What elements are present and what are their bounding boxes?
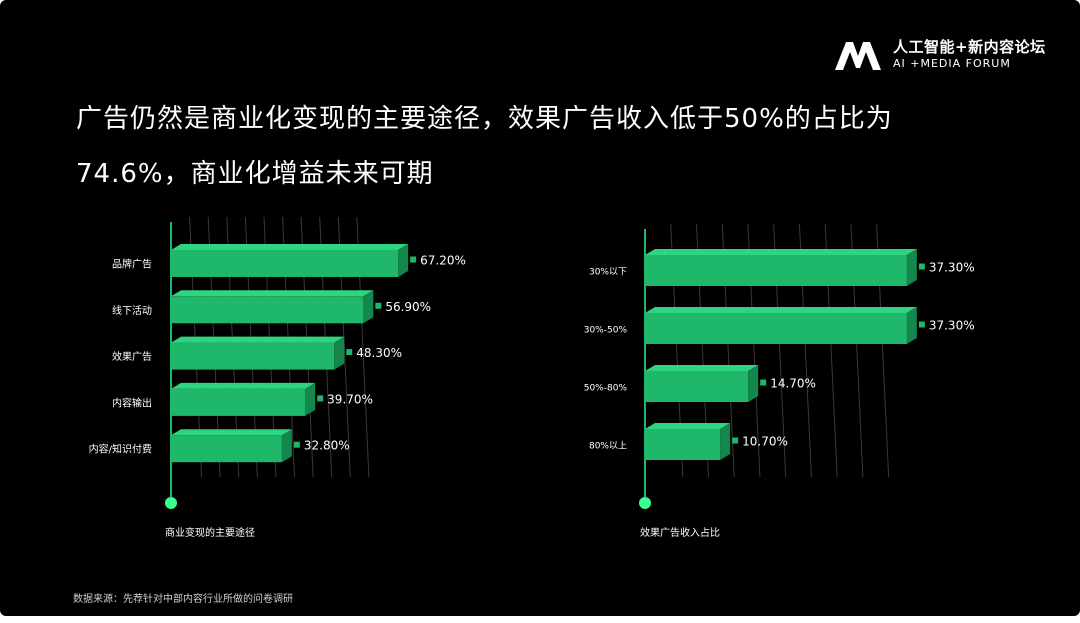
chart-2-bar-4: [645, 429, 721, 460]
chart-1-value-marker-2: [375, 302, 382, 309]
chart-1-bar-4: [171, 388, 306, 416]
chart-2-value-label-2: 37.30%: [929, 319, 975, 333]
chart-1-value-label-1: 67.20%: [420, 254, 466, 268]
chart-1-value-label-2: 56.90%: [385, 300, 431, 314]
chart-2-bar-side-2: [906, 307, 917, 344]
chart-1-bar-side-5: [281, 429, 292, 463]
chart-2-value-label-4: 10.70%: [742, 435, 788, 449]
chart-1-bar-side-1: [398, 244, 409, 277]
chart-2-category-label-1: 30%以下: [589, 268, 627, 278]
chart-2-category-label-3: 50%-80%: [584, 384, 628, 394]
chart-2-category-label-4: 80%以上: [589, 441, 627, 452]
chart-2-value-marker-3: [760, 379, 767, 386]
ma-logo-icon: [835, 42, 881, 70]
chart-2-value-marker-2: [918, 321, 925, 328]
chart-1-value-label-3: 48.30%: [356, 346, 402, 360]
data-source-note: 数据来源：先荐针对中部内容行业所做的问卷调研: [73, 594, 293, 605]
chart-1-value-marker-5: [293, 441, 300, 448]
chart-2-bar-1: [645, 255, 907, 286]
chart-1-axis-dot: [165, 497, 177, 509]
chart-2-value-label-3: 14.70%: [770, 377, 816, 391]
chart-1-bar-top-3: [171, 336, 345, 343]
chart-2-axis-dot: [639, 497, 651, 509]
chart-1-bar-side-4: [305, 382, 316, 416]
chart-1-value-label-5: 32.80%: [304, 439, 350, 453]
chart-1-bar-top-4: [171, 382, 316, 389]
chart-1-bar-2: [171, 296, 364, 324]
chart-1-category-label-1: 品牌广告: [112, 258, 152, 271]
chart-1-value-marker-1: [410, 256, 417, 263]
chart-2-bar-side-4: [720, 423, 731, 460]
chart-2-bar-top-3: [645, 365, 759, 371]
chart-2-value-label-1: 37.30%: [929, 261, 975, 275]
chart-2-value-marker-1: [918, 263, 925, 270]
chart-2-bar-side-1: [906, 249, 917, 286]
chart-1-category-label-4: 内容输出: [112, 396, 152, 409]
chart-1-title: 商业变现的主要途径: [165, 526, 255, 539]
chart-1-bar-top-2: [171, 290, 374, 297]
chart-2-bar-3: [645, 371, 749, 402]
chart-1-category-label-3: 效果广告: [112, 350, 152, 363]
chart-1-value-marker-3: [346, 349, 353, 356]
brand-logo: 人工智能+新内容论坛 AI +MEDIA FORUM: [833, 36, 1063, 76]
chart-1-bar-3: [171, 342, 335, 370]
chart-2-bar-top-4: [645, 423, 731, 429]
logo-english-name: AI +MEDIA FORUM: [893, 57, 1011, 70]
chart-2-bar-top-2: [645, 307, 917, 313]
chart-2-title: 效果广告收入占比: [640, 526, 720, 539]
chart-1-bar-top-5: [171, 429, 292, 436]
chart-2-bar-side-3: [748, 365, 759, 402]
chart-1-bar-top-1: [171, 244, 409, 250]
chart-1-category-label-2: 线下活动: [112, 304, 152, 317]
chart-2-bar-top-1: [645, 249, 917, 255]
page-title-line-1: 广告仍然是商业化变现的主要途径，效果广告收入低于50%的占比为: [76, 104, 893, 134]
page-title-line-2: 74.6%，商业化增益未来可期: [76, 159, 434, 189]
logo-chinese-name: 人工智能+新内容论坛: [893, 38, 1046, 56]
chart-2-value-marker-4: [732, 437, 739, 444]
chart-2-category-label-2: 30%-50%: [584, 326, 628, 336]
chart-2-bar-2: [645, 313, 907, 344]
chart-1-bar-side-2: [363, 290, 374, 324]
chart-1-bar-5: [171, 435, 282, 463]
chart-1-value-marker-4: [317, 395, 324, 402]
chart-1-bar-side-3: [334, 336, 345, 370]
chart-1-category-label-5: 内容/知识付费: [89, 443, 152, 456]
chart-1-value-label-4: 39.70%: [327, 392, 373, 406]
chart-1-bar-1: [171, 250, 399, 277]
page-title: 广告仍然是商业化变现的主要途径，效果广告收入低于50%的占比为 74.6%，商业…: [76, 92, 976, 202]
